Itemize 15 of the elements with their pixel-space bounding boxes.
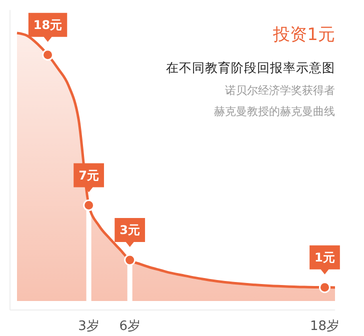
- data-label: 1元: [314, 250, 335, 264]
- annotation: 诺贝尔经济学奖获得者: [225, 84, 335, 97]
- x-tick-label: 18岁: [310, 319, 340, 334]
- x-tick-label: 3岁: [78, 319, 100, 334]
- point: [318, 282, 330, 294]
- chart-title: 投资1元: [272, 25, 335, 45]
- text: 在不同教育阶段回报率示意图: [166, 60, 335, 75]
- data-label: 7元: [78, 168, 99, 182]
- point: [83, 200, 95, 212]
- data-label: 3元: [120, 222, 140, 237]
- annotation: 赫克曼教授的赫克曼曲线: [214, 105, 335, 118]
- point: [124, 254, 136, 266]
- point: [42, 49, 54, 61]
- x-tick-label: 6岁: [119, 319, 140, 334]
- data-label: 18元: [33, 18, 62, 32]
